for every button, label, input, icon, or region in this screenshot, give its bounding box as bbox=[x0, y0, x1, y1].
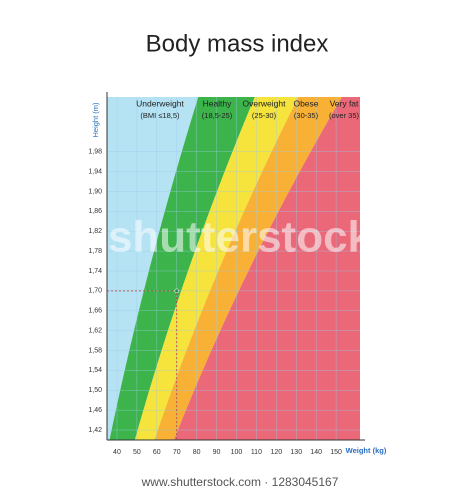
y-tick-label: 1,86 bbox=[88, 208, 102, 215]
bmi-band bbox=[154, 97, 342, 440]
y-tick-label: 1,70 bbox=[88, 288, 102, 295]
band-name: Healthy bbox=[203, 98, 233, 108]
x-tick-label: 140 bbox=[310, 449, 322, 456]
y-tick-label: 1,82 bbox=[88, 228, 102, 235]
x-tick-label: 110 bbox=[251, 449, 262, 456]
x-tick-label: 40 bbox=[113, 449, 121, 456]
y-tick-label: 1,54 bbox=[88, 367, 102, 374]
y-tick-label: 1,42 bbox=[88, 427, 102, 434]
grid: 40 50 60 70 80 90 100 110 120 130 140 150 1,42 1,46 1,… bbox=[88, 97, 360, 456]
y-tick-label: 1,74 bbox=[88, 268, 102, 275]
bmi-band bbox=[107, 97, 199, 440]
band-name: Very fat bbox=[330, 98, 359, 108]
bmi-band bbox=[109, 97, 255, 440]
band-range: (over 35) bbox=[329, 111, 360, 120]
chart-title: Body mass index bbox=[146, 30, 329, 57]
y-tick-label: 1,98 bbox=[88, 149, 102, 156]
y-tick-label: 1,66 bbox=[88, 308, 102, 315]
x-tick-label: 130 bbox=[290, 449, 302, 456]
band-range: (18,5-25) bbox=[202, 111, 233, 120]
band-range: (30-35) bbox=[294, 111, 319, 120]
y-tick-label: 1,78 bbox=[88, 248, 102, 255]
bmi-band bbox=[173, 97, 360, 440]
plot-area bbox=[107, 97, 360, 440]
y-tick-label: 1,94 bbox=[88, 168, 102, 175]
x-tick-label: 50 bbox=[133, 449, 141, 456]
y-tick-label: 1,50 bbox=[88, 387, 102, 394]
band-name: Overweight bbox=[243, 98, 287, 108]
x-tick-label: 90 bbox=[213, 449, 221, 456]
band-name: Obese bbox=[293, 98, 318, 108]
band-range: (BMI ≤18,5) bbox=[140, 111, 180, 120]
y-axis-label: Height (m) bbox=[91, 102, 100, 138]
y-tick-label: 1,58 bbox=[88, 347, 102, 354]
watermark: shutterstock bbox=[108, 213, 373, 262]
x-tick-label: 120 bbox=[270, 449, 282, 456]
x-tick-label: 60 bbox=[153, 449, 161, 456]
x-tick-label: 150 bbox=[330, 449, 342, 456]
y-tick-label: 1,62 bbox=[88, 327, 102, 334]
band-range: (25-30) bbox=[252, 111, 277, 120]
y-tick-label: 1,46 bbox=[88, 407, 102, 414]
marker-point bbox=[174, 288, 180, 294]
x-tick-label: 70 bbox=[173, 449, 181, 456]
overlay: Underweight (BMI ≤18,5) Healthy (18,5-25) Ov… bbox=[106, 92, 373, 441]
footer: www.shutterstock.com · 1283045167 bbox=[141, 475, 339, 489]
band-name: Underweight bbox=[136, 98, 184, 108]
y-tick-label: 1,90 bbox=[88, 188, 102, 195]
x-tick-label: 100 bbox=[231, 449, 243, 456]
x-axis-label: Weight (kg) bbox=[346, 446, 387, 455]
x-tick-label: 80 bbox=[193, 449, 201, 456]
